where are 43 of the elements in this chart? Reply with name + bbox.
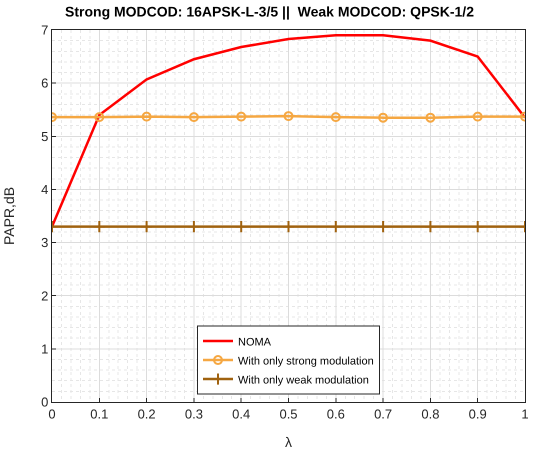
- point: [284, 111, 294, 122]
- x-tick-label: 0.6: [326, 406, 345, 422]
- point: [471, 220, 484, 234]
- legend-label: NOMA: [238, 336, 272, 348]
- point: [187, 220, 200, 234]
- point: [378, 112, 388, 123]
- y-tick-label: 5: [41, 128, 48, 144]
- chart-title: Strong MODCOD: 16APSK-L-3/5 || Weak MODCOD: QPSK-1/2: [65, 4, 474, 21]
- y-tick-label: 1: [41, 341, 48, 356]
- y-tick-label: 3: [41, 235, 48, 250]
- x-tick-label: 0.3: [184, 406, 203, 422]
- point: [94, 112, 104, 122]
- point: [282, 220, 296, 234]
- y-axis-title: PAPR,dB: [1, 186, 17, 246]
- x-tick-label: 1: [521, 406, 529, 422]
- y-tick-label: 2: [41, 288, 48, 304]
- point: [425, 112, 436, 123]
- y-tick-label: 0: [41, 394, 48, 410]
- point: [376, 220, 390, 234]
- point: [140, 220, 154, 234]
- x-tick-label: 0.7: [374, 406, 392, 422]
- point: [236, 112, 246, 122]
- legend-label: With only weak modulation: [238, 374, 369, 386]
- x-tick-label: 0.5: [279, 406, 298, 422]
- y-tick-label: 7: [41, 22, 48, 38]
- point: [472, 112, 483, 122]
- point: [92, 220, 106, 234]
- point: [424, 220, 437, 234]
- point: [142, 112, 152, 122]
- x-tick-label: 0.4: [232, 406, 250, 422]
- x-tick-label: 0.1: [90, 406, 108, 422]
- x-tick-label: 0.2: [138, 406, 156, 422]
- line-series: [52, 34, 525, 228]
- x-tick-label: 0.9: [468, 406, 487, 422]
- y-tick-label: 4: [41, 182, 48, 197]
- point: [234, 220, 248, 234]
- x-axis-title: λ: [285, 434, 292, 450]
- point: [188, 112, 199, 122]
- y-tick-label: 6: [41, 76, 48, 91]
- x-tick-label: 0.8: [421, 406, 440, 422]
- point: [330, 112, 341, 122]
- legend-label: With only strong modulation: [238, 355, 374, 368]
- point: [329, 220, 342, 234]
